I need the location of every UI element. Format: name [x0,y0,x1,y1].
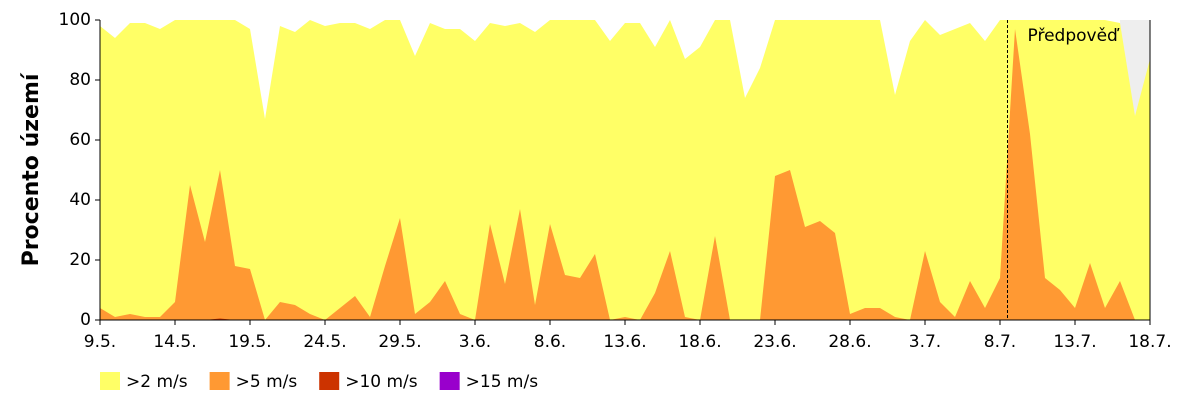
x-tick-label: 28.6. [828,332,871,352]
legend-label: >2 m/s [126,372,188,392]
x-tick-label: 3.6. [459,332,491,352]
legend-label: >5 m/s [236,372,298,392]
legend-label: >10 m/s [345,372,418,392]
x-tick-label: 13.7. [1053,332,1096,352]
x-tick-label: 8.7. [984,332,1016,352]
legend-swatch [209,372,230,390]
x-tick-label: 18.6. [678,332,721,352]
y-tick-label: 20 [69,250,91,270]
x-tick-label: 3.7. [909,332,941,352]
area [100,20,1150,320]
legend-swatch [100,372,120,390]
x-tick-label: 24.5. [303,332,346,352]
x-tick-label: 29.5. [378,332,421,352]
x-tick-label: 8.6. [534,332,566,352]
x-tick-label: 13.6. [603,332,646,352]
legend-label: >15 m/s [466,372,539,392]
area [100,29,1150,320]
annotation: Předpověď [1028,26,1121,46]
x-tick-label: 23.6. [753,332,796,352]
x-tick-label: 18.7. [1128,332,1171,352]
y-tick-label: 80 [69,70,91,90]
x-tick-label: 9.5. [84,332,116,352]
y-axis-title: Procento území [19,72,44,266]
x-tick-label: 14.5. [153,332,196,352]
y-tick-label: 40 [69,190,91,210]
x-tick-label: 19.5. [228,332,271,352]
legend-swatch [439,372,460,390]
y-tick-label: 0 [80,310,91,330]
y-tick-label: 60 [69,130,91,150]
legend-swatch [319,372,340,390]
y-tick-label: 100 [59,10,91,30]
